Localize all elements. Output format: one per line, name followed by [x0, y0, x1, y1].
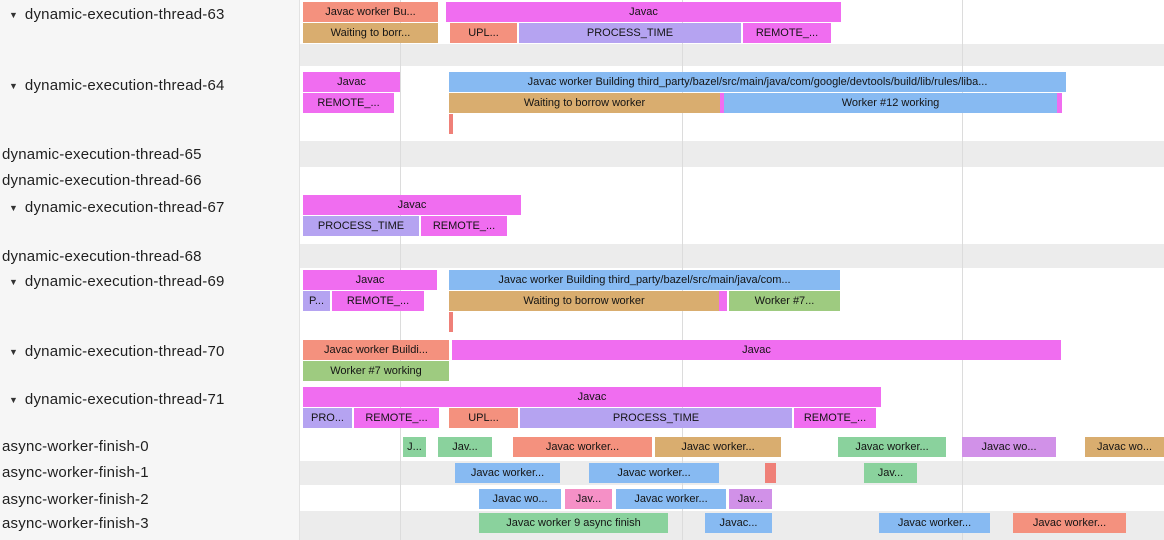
- trace-slice[interactable]: PROCESS_TIME: [519, 23, 741, 43]
- trace-marker[interactable]: [449, 114, 453, 134]
- trace-slice[interactable]: Worker #7...: [729, 291, 840, 311]
- collapse-arrow-icon[interactable]: ▼: [9, 395, 18, 405]
- trace-slice[interactable]: UPL...: [449, 408, 518, 428]
- trace-slice[interactable]: UPL...: [450, 23, 517, 43]
- trace-slice[interactable]: Javac: [303, 387, 881, 407]
- thread-name: dynamic-execution-thread-70: [24, 343, 225, 360]
- trace-slice[interactable]: Jav...: [864, 463, 917, 483]
- track-band: [300, 244, 1164, 268]
- trace-marker[interactable]: [449, 312, 453, 332]
- trace-slice[interactable]: Javac worker...: [838, 437, 946, 457]
- trace-slice[interactable]: REMOTE_...: [354, 408, 439, 428]
- trace-slice[interactable]: Javac wo...: [1085, 437, 1164, 457]
- trace-marker[interactable]: [719, 291, 727, 311]
- trace-slice[interactable]: Javac worker...: [879, 513, 990, 533]
- trace-slice[interactable]: Javac worker...: [589, 463, 719, 483]
- time-gridline: [962, 0, 963, 540]
- trace-slice[interactable]: REMOTE_...: [332, 291, 424, 311]
- thread-row-dynamic-execution-thread-67[interactable]: ▼ dynamic-execution-thread-67: [0, 198, 299, 218]
- thread-row-async-worker-finish-0[interactable]: async-worker-finish-0: [0, 437, 301, 457]
- collapse-arrow-icon[interactable]: ▼: [9, 277, 18, 287]
- trace-marker[interactable]: [720, 93, 724, 113]
- trace-slice[interactable]: Jav...: [729, 489, 772, 509]
- thread-row-dynamic-execution-thread-68[interactable]: dynamic-execution-thread-68: [0, 247, 301, 267]
- trace-slice[interactable]: Javac worker Building third_party/bazel/…: [449, 72, 1066, 92]
- thread-name: dynamic-execution-thread-67: [24, 199, 225, 216]
- trace-slice[interactable]: Javac: [303, 195, 521, 215]
- trace-slice[interactable]: Javac wo...: [479, 489, 561, 509]
- trace-slice[interactable]: Javac worker...: [655, 437, 781, 457]
- thread-list: ▼ dynamic-execution-thread-63 ▼ dynamic-exe…: [0, 0, 300, 540]
- trace-slice[interactable]: Waiting to borrow worker: [449, 291, 719, 311]
- thread-name: async-worker-finish-3: [2, 515, 149, 532]
- thread-name: dynamic-execution-thread-65: [2, 146, 202, 163]
- thread-name: dynamic-execution-thread-68: [2, 248, 202, 265]
- trace-slice[interactable]: Javac worker...: [513, 437, 652, 457]
- trace-slice[interactable]: PROCESS_TIME: [303, 216, 419, 236]
- trace-slice[interactable]: Jav...: [565, 489, 612, 509]
- thread-row-dynamic-execution-thread-65[interactable]: dynamic-execution-thread-65: [0, 145, 301, 165]
- trace-slice[interactable]: REMOTE_...: [421, 216, 507, 236]
- trace-slice[interactable]: PRO...: [303, 408, 352, 428]
- thread-row-async-worker-finish-2[interactable]: async-worker-finish-2: [0, 490, 301, 510]
- thread-name: dynamic-execution-thread-69: [24, 273, 225, 290]
- track-band: [300, 44, 1164, 66]
- track-band: [300, 461, 1164, 485]
- collapse-arrow-icon[interactable]: ▼: [9, 10, 18, 20]
- thread-name: dynamic-execution-thread-66: [2, 172, 202, 189]
- trace-slice[interactable]: Javac worker Buildi...: [303, 340, 449, 360]
- trace-slice[interactable]: Waiting to borr...: [303, 23, 438, 43]
- thread-name: async-worker-finish-2: [2, 491, 149, 508]
- trace-marker[interactable]: [1057, 93, 1062, 113]
- track-band: [300, 141, 1164, 167]
- thread-row-dynamic-execution-thread-70[interactable]: ▼ dynamic-execution-thread-70: [0, 342, 299, 362]
- trace-marker[interactable]: [765, 463, 776, 483]
- trace-slice[interactable]: Javac worker...: [1013, 513, 1126, 533]
- thread-row-async-worker-finish-3[interactable]: async-worker-finish-3: [0, 514, 301, 534]
- collapse-arrow-icon[interactable]: ▼: [9, 347, 18, 357]
- trace-slice[interactable]: Worker #7 working: [303, 361, 449, 381]
- thread-row-dynamic-execution-thread-63[interactable]: ▼ dynamic-execution-thread-63: [0, 5, 299, 25]
- trace-slice[interactable]: Waiting to borrow worker: [449, 93, 720, 113]
- thread-row-async-worker-finish-1[interactable]: async-worker-finish-1: [0, 463, 301, 483]
- trace-slice[interactable]: PROCESS_TIME: [520, 408, 792, 428]
- trace-slice[interactable]: Javac worker Bu...: [303, 2, 438, 22]
- trace-slice[interactable]: REMOTE_...: [743, 23, 831, 43]
- thread-name: dynamic-execution-thread-71: [24, 391, 225, 408]
- trace-slice[interactable]: Javac: [303, 72, 400, 92]
- thread-name: dynamic-execution-thread-63: [24, 6, 225, 23]
- thread-row-dynamic-execution-thread-66[interactable]: dynamic-execution-thread-66: [0, 171, 301, 191]
- trace-slice[interactable]: Javac: [446, 2, 841, 22]
- trace-slice[interactable]: Javac worker...: [616, 489, 726, 509]
- thread-row-dynamic-execution-thread-71[interactable]: ▼ dynamic-execution-thread-71: [0, 390, 299, 410]
- trace-slice[interactable]: Javac worker 9 async finish: [479, 513, 668, 533]
- thread-name: async-worker-finish-1: [2, 464, 149, 481]
- thread-name: dynamic-execution-thread-64: [24, 77, 225, 94]
- timeline-area[interactable]: Javac worker Bu... Javac Waiting to borr..…: [300, 0, 1164, 540]
- thread-name: async-worker-finish-0: [2, 438, 149, 455]
- trace-slice[interactable]: Javac worker Building third_party/bazel/…: [449, 270, 840, 290]
- thread-row-dynamic-execution-thread-69[interactable]: ▼ dynamic-execution-thread-69: [0, 272, 299, 292]
- trace-slice[interactable]: Jav...: [438, 437, 492, 457]
- trace-slice[interactable]: REMOTE_...: [794, 408, 876, 428]
- trace-slice[interactable]: Javac worker...: [455, 463, 560, 483]
- trace-slice[interactable]: Worker #12 working: [724, 93, 1057, 113]
- trace-slice[interactable]: Javac...: [705, 513, 772, 533]
- trace-slice[interactable]: J...: [403, 437, 426, 457]
- thread-row-dynamic-execution-thread-64[interactable]: ▼ dynamic-execution-thread-64: [0, 76, 299, 96]
- trace-slice[interactable]: P...: [303, 291, 330, 311]
- trace-slice[interactable]: Javac: [303, 270, 437, 290]
- trace-slice[interactable]: Javac: [452, 340, 1061, 360]
- trace-slice[interactable]: REMOTE_...: [303, 93, 394, 113]
- collapse-arrow-icon[interactable]: ▼: [9, 81, 18, 91]
- trace-slice[interactable]: Javac wo...: [962, 437, 1056, 457]
- collapse-arrow-icon[interactable]: ▼: [9, 203, 18, 213]
